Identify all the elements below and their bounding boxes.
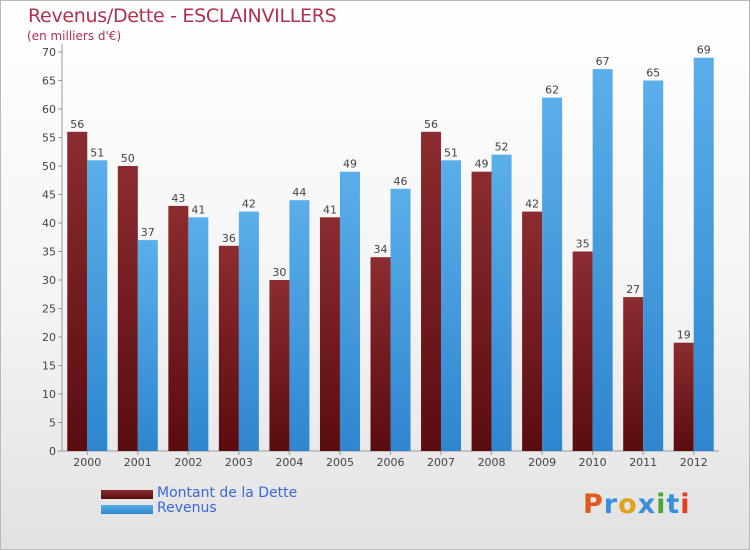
y-tick-label: 0 (49, 445, 56, 458)
y-tick-label: 60 (42, 103, 56, 116)
proxiti-logo: Proxiti (583, 489, 691, 520)
legend-swatch-revenus (101, 505, 153, 514)
bar-dette (471, 171, 492, 451)
x-tick-label: 2001 (124, 456, 152, 469)
logo-letter: x (637, 489, 657, 520)
legend-label-dette: Montant de la Dette (157, 485, 298, 501)
y-tick-label: 5 (49, 417, 56, 430)
y-tick-label: 55 (42, 132, 56, 145)
logo-letter: o (618, 489, 638, 520)
data-label-dette: 27 (626, 283, 640, 296)
bar-revenus (188, 217, 209, 451)
logo-letter: i (656, 489, 667, 520)
legend-swatch-dette (101, 490, 153, 499)
bar-revenus (643, 80, 664, 451)
x-tick-label: 2000 (73, 456, 101, 469)
x-tick-label: 2004 (275, 456, 303, 469)
y-tick-label: 25 (42, 303, 56, 316)
bar-revenus (693, 57, 714, 451)
data-label-revenus: 51 (444, 146, 458, 159)
logo-letter: t (666, 489, 681, 520)
bar-dette (218, 245, 239, 451)
data-label-revenus: 41 (191, 203, 205, 216)
data-label-dette: 50 (121, 152, 135, 165)
bar-revenus (238, 211, 259, 451)
y-tick-label: 70 (42, 46, 56, 59)
data-label-revenus: 44 (292, 186, 306, 199)
x-tick-label: 2009 (528, 456, 556, 469)
bar-dette (421, 131, 442, 452)
bar-revenus (137, 240, 158, 451)
y-tick-label: 20 (42, 331, 56, 344)
x-tick-label: 2006 (377, 456, 405, 469)
x-tick-label: 2008 (478, 456, 506, 469)
x-tick-label: 2005 (326, 456, 354, 469)
x-tick-label: 2002 (174, 456, 202, 469)
data-label-revenus: 69 (697, 44, 711, 57)
y-tick-label: 50 (42, 160, 56, 173)
x-tick-label: 2012 (680, 456, 708, 469)
x-tick-label: 2011 (629, 456, 657, 469)
x-tick-label: 2010 (579, 456, 607, 469)
bar-dette (673, 342, 694, 451)
x-tick-label: 2007 (427, 456, 455, 469)
legend-label-revenus: Revenus (157, 500, 217, 516)
bar-dette (572, 251, 593, 451)
data-label-revenus: 49 (343, 158, 357, 171)
bar-dette (319, 217, 340, 451)
data-label-dette: 34 (374, 243, 388, 256)
y-tick-label: 15 (42, 360, 56, 373)
y-tick-label: 65 (42, 75, 56, 88)
bar-dette (168, 205, 189, 451)
data-label-dette: 56 (70, 118, 84, 131)
bar-dette (67, 131, 88, 452)
bar-revenus (441, 160, 462, 452)
data-label-revenus: 37 (141, 226, 155, 239)
y-tick-label: 45 (42, 189, 56, 202)
y-tick-label: 30 (42, 274, 56, 287)
y-tick-label: 35 (42, 246, 56, 259)
logo-letter: P (583, 489, 604, 520)
bar-revenus (289, 200, 310, 451)
bar-revenus (390, 188, 411, 452)
data-label-revenus: 52 (495, 141, 509, 154)
data-label-dette: 56 (424, 118, 438, 131)
y-tick-label: 40 (42, 217, 56, 230)
data-label-dette: 43 (171, 192, 185, 205)
data-label-dette: 35 (576, 238, 590, 251)
bar-dette (522, 211, 543, 451)
data-label-revenus: 67 (596, 55, 610, 68)
data-label-revenus: 51 (90, 146, 104, 159)
data-label-revenus: 46 (394, 175, 408, 188)
bar-dette (370, 257, 391, 451)
x-tick-label: 2003 (225, 456, 253, 469)
bar-dette (269, 280, 290, 451)
data-label-revenus: 65 (646, 67, 660, 80)
chart-subtitle: (en milliers d'€) (27, 29, 122, 43)
y-tick-label: 10 (42, 388, 56, 401)
bar-revenus (491, 154, 512, 451)
data-label-revenus: 62 (545, 84, 559, 97)
logo-letter: r (603, 489, 619, 520)
data-label-dette: 49 (475, 158, 489, 171)
bar-dette (117, 166, 138, 451)
bar-dette (623, 297, 644, 451)
data-label-dette: 36 (222, 232, 236, 245)
data-label-revenus: 42 (242, 198, 256, 211)
logo-letter: i (680, 489, 691, 520)
bar-revenus (542, 97, 563, 451)
bar-revenus (339, 171, 360, 451)
chart-title: Revenus/Dette - ESCLAINVILLERS (28, 5, 337, 27)
data-label-dette: 19 (677, 329, 691, 342)
data-label-dette: 42 (525, 198, 539, 211)
data-label-dette: 41 (323, 203, 337, 216)
bar-revenus (87, 160, 108, 452)
data-label-dette: 30 (272, 266, 286, 279)
bar-revenus (592, 69, 613, 451)
